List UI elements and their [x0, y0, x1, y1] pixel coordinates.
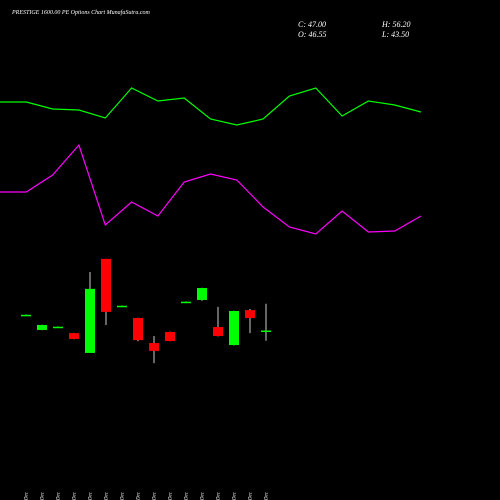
candle-body — [133, 317, 143, 341]
candle-body — [261, 330, 271, 333]
x-tick-label: 03 Dec — [57, 491, 62, 500]
candle-body — [245, 310, 255, 318]
candle-body — [213, 327, 223, 337]
x-tick-label: 23 Dec — [249, 491, 254, 500]
x-tick-label: 22 Dec — [233, 491, 238, 500]
ohlc-info: C: 47.00 — [298, 20, 326, 29]
x-tick-label: 10 Dec — [121, 491, 126, 500]
x-tick-label: 19 Dec — [217, 491, 222, 500]
x-tick-label: 15 Dec — [169, 491, 174, 500]
candle-body — [21, 314, 31, 317]
x-tick-label: 01 Dec — [25, 491, 30, 500]
candle-body — [197, 288, 207, 300]
chart-title: PRESTIGE 1600.00 PE Options Chart Munafa… — [11, 9, 150, 16]
candle-body — [181, 301, 191, 304]
candle-body — [37, 324, 47, 330]
x-tick-label: 18 Dec — [201, 491, 206, 500]
candle-body — [165, 331, 175, 341]
x-tick-label: 05 Dec — [89, 491, 94, 500]
x-tick-label: 11 Dec — [137, 491, 142, 500]
candle-body — [53, 326, 63, 329]
candle-body — [85, 288, 95, 353]
indicator-line — [0, 143, 422, 235]
x-tick-label: 24 Dec — [265, 491, 270, 500]
candle-body — [229, 311, 239, 346]
indicator-line — [0, 87, 422, 126]
x-tick-label: 04 Dec — [73, 491, 78, 500]
candle-body — [101, 258, 111, 312]
x-tick-label: 12 Dec — [153, 491, 158, 500]
x-tick-label: 08 Dec — [105, 491, 110, 500]
ohlc-info: L: 43.50 — [381, 30, 409, 39]
ohlc-info: O: 46.55 — [298, 30, 326, 39]
candle-body — [117, 305, 127, 308]
candle-body — [149, 343, 159, 351]
x-tick-label: 02 Dec — [41, 491, 46, 500]
candle-body — [69, 333, 79, 339]
ohlc-info: H: 56.20 — [381, 20, 410, 29]
x-tick-label: 17 Dec — [185, 491, 190, 500]
